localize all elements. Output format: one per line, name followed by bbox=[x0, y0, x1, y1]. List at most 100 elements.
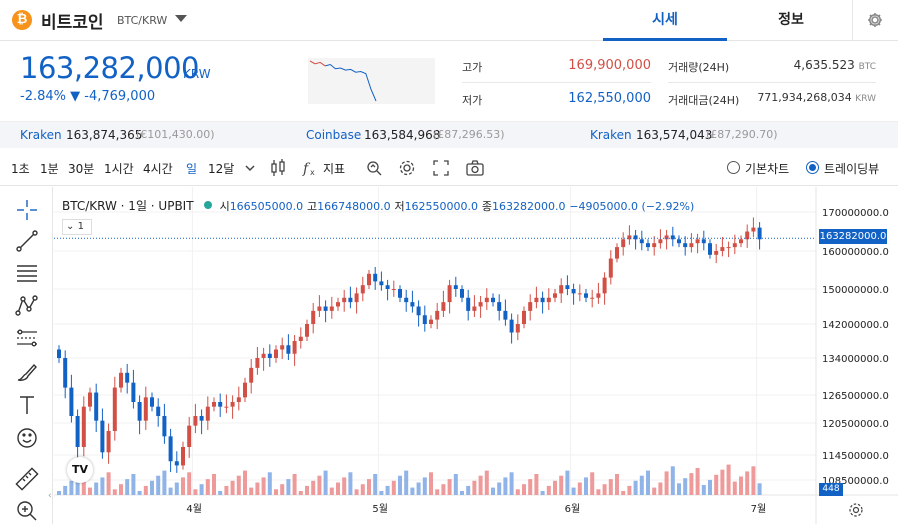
chevron-down-icon[interactable] bbox=[240, 158, 260, 178]
volume-bar bbox=[156, 475, 161, 495]
fullscreen-icon[interactable] bbox=[431, 158, 451, 178]
amount-label: 거래대금(24H) bbox=[668, 94, 740, 107]
volume-bar bbox=[732, 481, 737, 495]
candle-body bbox=[739, 239, 743, 244]
camera-icon[interactable] bbox=[465, 158, 485, 178]
candle-body bbox=[199, 416, 204, 421]
volume-bar bbox=[683, 478, 688, 495]
timeframe-1m[interactable]: 1분 bbox=[40, 162, 59, 176]
candle-body bbox=[323, 306, 328, 311]
indicator-label[interactable]: 지표 bbox=[323, 162, 346, 176]
market-status-icon bbox=[203, 201, 212, 209]
volume-value: 4,635.523 BTC bbox=[740, 58, 876, 72]
zoom-in-icon[interactable] bbox=[14, 498, 40, 524]
fib-icon[interactable] bbox=[14, 326, 40, 352]
legend-close: 163282000.0 bbox=[492, 200, 566, 213]
volume-bar bbox=[143, 485, 148, 495]
candle-body bbox=[726, 247, 731, 249]
volume-bar bbox=[150, 480, 154, 495]
bulb-icon[interactable] bbox=[364, 158, 384, 178]
indicator-toggle[interactable]: ⌄ 1 bbox=[62, 219, 92, 235]
tradingview-logo[interactable]: TV bbox=[67, 457, 93, 483]
timeframe-1s[interactable]: 1초 bbox=[11, 162, 30, 176]
coin-name: 비트코인 bbox=[41, 13, 104, 33]
candle-body bbox=[615, 247, 619, 259]
candle-body bbox=[168, 436, 173, 462]
candle-body bbox=[274, 349, 278, 358]
chart-area[interactable]: 170000000.0 160000000.0 150000000.0 1420000… bbox=[54, 187, 898, 524]
volume-bar bbox=[286, 479, 291, 495]
y-tick-label: 150000000.0 bbox=[822, 285, 889, 296]
tab-info[interactable]: 정보 bbox=[778, 12, 804, 28]
exchange-name[interactable]: Kraken bbox=[590, 128, 632, 142]
volume-bar bbox=[212, 474, 216, 495]
candle-body bbox=[379, 281, 384, 286]
candle-body bbox=[491, 297, 495, 303]
candle-type-icon[interactable] bbox=[268, 158, 288, 178]
exchange-sub-price: (€101,430.00) bbox=[136, 128, 215, 141]
candle-body bbox=[81, 406, 86, 447]
settings-button[interactable] bbox=[852, 0, 898, 41]
volume-bar bbox=[119, 484, 123, 495]
tab-market[interactable]: 시세 bbox=[603, 0, 727, 41]
horizontal-lines-icon[interactable] bbox=[14, 260, 40, 286]
candle-body bbox=[658, 239, 663, 244]
volume-bar bbox=[701, 485, 706, 495]
exchange-name[interactable]: Kraken bbox=[20, 128, 62, 142]
scroll-left-icon[interactable]: ‹ bbox=[48, 491, 52, 501]
exchange-price: 163,874,365 bbox=[66, 128, 143, 142]
volume-bar bbox=[404, 470, 409, 495]
volume-label: 거래량(24H) bbox=[668, 61, 730, 74]
volume-bar bbox=[69, 480, 74, 495]
volume-bar bbox=[193, 489, 198, 495]
candlestick-chart[interactable]: 170000000.0 160000000.0 150000000.0 1420000… bbox=[54, 187, 898, 524]
trend-line-icon[interactable] bbox=[14, 228, 40, 254]
trading-view-label[interactable]: 트레이딩뷰 bbox=[824, 162, 880, 176]
candle-body bbox=[354, 293, 359, 303]
timeframe-4h[interactable]: 4시간 bbox=[143, 162, 173, 176]
y-tick-label: 170000000.0 bbox=[822, 208, 889, 219]
candle-body bbox=[429, 319, 433, 324]
amount-value: 771,934,268,034 KRW bbox=[740, 91, 876, 104]
volume-bar bbox=[509, 472, 514, 495]
settings-icon[interactable] bbox=[397, 158, 417, 178]
volume-bar bbox=[460, 491, 464, 495]
trading-view-radio[interactable] bbox=[806, 161, 819, 174]
volume-bar bbox=[447, 479, 452, 495]
candle-body bbox=[193, 416, 198, 426]
candle-body bbox=[348, 297, 353, 303]
volume-bar bbox=[596, 489, 601, 495]
volume-bar bbox=[354, 489, 359, 495]
coin-select-dropdown-icon[interactable] bbox=[175, 15, 187, 22]
basic-chart-label[interactable]: 기본차트 bbox=[745, 162, 790, 176]
emoji-icon[interactable] bbox=[14, 425, 40, 451]
ruler-icon[interactable] bbox=[14, 466, 40, 492]
timeframe-day[interactable]: 일 bbox=[186, 162, 198, 176]
text-icon[interactable] bbox=[14, 392, 40, 418]
exchange-price: 163,574,043 bbox=[636, 128, 713, 142]
candle-body bbox=[137, 402, 142, 421]
crosshair-icon[interactable] bbox=[14, 197, 40, 223]
candle-body bbox=[404, 297, 409, 303]
legend-open-label: 시 bbox=[219, 200, 230, 213]
pattern-icon[interactable] bbox=[14, 293, 40, 319]
y-tick-label: 108500000.0 bbox=[822, 476, 889, 487]
timeframe-30m[interactable]: 30분 bbox=[68, 162, 95, 176]
candle-body bbox=[484, 297, 489, 303]
volume-bar bbox=[81, 470, 86, 495]
timeframe-1h[interactable]: 1시간 bbox=[104, 162, 134, 176]
volume-bar bbox=[522, 484, 526, 495]
y-tick-label: 126500000.0 bbox=[822, 391, 889, 402]
chart-settings-icon[interactable] bbox=[847, 501, 865, 519]
volume-bar bbox=[491, 487, 495, 495]
exchange-name[interactable]: Coinbase bbox=[306, 128, 362, 142]
volume-bar bbox=[627, 485, 632, 495]
legend-symbol: BTC/KRW · 1일 · UPBIT bbox=[62, 199, 194, 213]
timeframe-12m[interactable]: 12달 bbox=[208, 162, 235, 176]
candle-body bbox=[298, 336, 303, 341]
basic-chart-radio[interactable] bbox=[727, 161, 740, 174]
candle-body bbox=[466, 297, 471, 311]
brush-icon[interactable] bbox=[14, 359, 40, 385]
volume-bar bbox=[391, 480, 396, 495]
